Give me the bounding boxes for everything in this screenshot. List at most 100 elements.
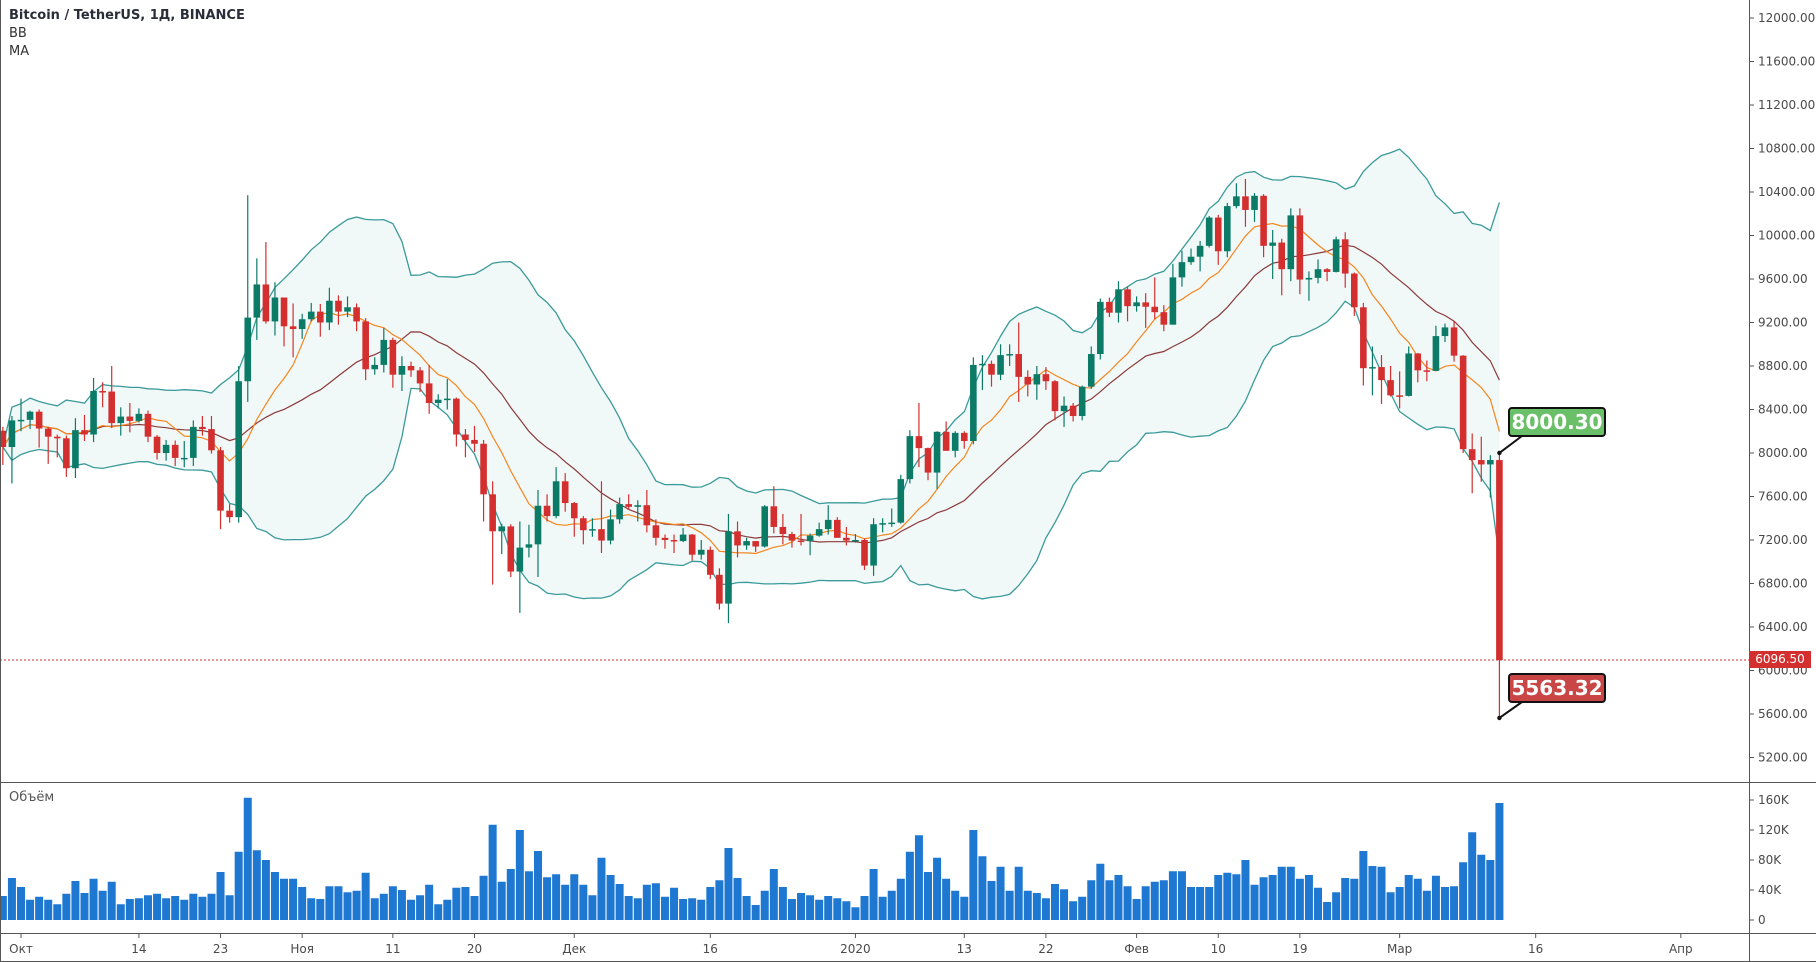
volume-bar — [1159, 880, 1168, 920]
volume-bar — [1413, 878, 1422, 920]
volume-bar — [1459, 862, 1468, 920]
volume-bar — [98, 890, 107, 920]
candle-body — [1405, 353, 1413, 396]
volume-bar — [1477, 854, 1486, 920]
price-tick-label: 8000.00 — [1758, 446, 1808, 460]
candle-body — [307, 311, 315, 320]
volume-bar — [996, 866, 1005, 920]
volume-bar — [1078, 896, 1087, 920]
candle-body — [153, 436, 161, 453]
volume-bar — [797, 893, 806, 920]
candle-body — [99, 391, 106, 393]
volume-bar — [806, 895, 815, 920]
time-tick-label: Апр — [1669, 942, 1693, 956]
candle-body — [344, 307, 351, 312]
volume-bar — [824, 896, 833, 920]
volume-bar — [1123, 886, 1132, 920]
volume-bar — [298, 887, 307, 920]
low-price-callout[interactable]: 5563.32 — [1508, 673, 1606, 703]
price-tick-label: 11200.00 — [1758, 98, 1815, 112]
volume-bar — [488, 824, 497, 920]
volume-bar — [942, 878, 951, 920]
volume-pane-title[interactable]: Объём — [9, 790, 55, 805]
candle-body — [1051, 381, 1059, 412]
candle-body — [190, 426, 197, 458]
candle-body — [471, 439, 478, 444]
candle-body — [17, 419, 25, 422]
candle-body — [35, 411, 43, 429]
volume-bar — [688, 898, 697, 920]
indicator-ma-label[interactable]: MA — [9, 44, 30, 59]
volume-bar — [1368, 866, 1377, 920]
volume-bar — [497, 881, 506, 920]
high-price-callout[interactable]: 8000.30 — [1508, 407, 1606, 437]
candle-body — [561, 481, 569, 504]
candle-body — [1341, 239, 1349, 274]
volume-tick-label: 0 — [1758, 913, 1766, 927]
candle-body — [933, 431, 941, 473]
volume-bar — [352, 890, 361, 920]
candle-body — [1496, 460, 1503, 661]
volume-bar — [1314, 887, 1323, 920]
time-tick-label: 10 — [1211, 942, 1226, 956]
candle-body — [217, 450, 224, 511]
candle-body — [1060, 405, 1068, 412]
time-tick-label: 22 — [1038, 942, 1053, 956]
candle-body — [643, 505, 651, 526]
candle-body — [480, 443, 487, 495]
candle-body — [997, 355, 1004, 375]
volume-bar — [1286, 866, 1295, 920]
candle-body — [108, 391, 115, 424]
volume-bar — [1359, 851, 1368, 920]
low-callout-pointer — [1498, 701, 1523, 719]
volume-bar — [325, 886, 334, 920]
candle-body — [298, 319, 306, 330]
volume-bar — [1114, 875, 1123, 920]
volume-bar — [1268, 875, 1277, 920]
volume-bar — [1377, 866, 1386, 920]
candle-body — [1097, 301, 1104, 355]
candle-body — [1015, 354, 1022, 377]
candle-body — [1387, 380, 1394, 396]
volume-bar — [924, 872, 932, 920]
candle-body — [942, 431, 950, 451]
volume-bar — [1277, 866, 1286, 920]
symbol-title[interactable]: Bitcoin / TetherUS, 1Д, BINANCE — [9, 8, 245, 23]
volume-bar — [1440, 887, 1449, 920]
volume-bar — [17, 887, 25, 920]
volume-bar — [207, 893, 216, 920]
volume-bar — [334, 886, 343, 920]
volume-bar — [552, 874, 561, 920]
volume-bar — [1332, 892, 1341, 920]
candle-body — [1178, 262, 1186, 278]
candle-body — [834, 519, 841, 538]
volume-bar — [171, 896, 180, 920]
volume-bar — [162, 898, 171, 920]
volume-bar — [189, 893, 198, 920]
volume-bar — [388, 886, 397, 920]
candle-body — [797, 540, 805, 543]
volume-bar — [1041, 898, 1050, 920]
volume-bar — [479, 875, 488, 920]
candle-body — [26, 411, 34, 420]
volume-bar — [887, 890, 896, 920]
volume-bar — [461, 887, 470, 920]
candle-body — [498, 526, 506, 532]
candle-body — [598, 529, 605, 541]
candle-body — [707, 549, 714, 575]
price-tick-label: 8400.00 — [1758, 403, 1808, 417]
candle-body — [135, 413, 143, 421]
volume-bar — [851, 907, 860, 920]
volume-bar — [252, 850, 261, 920]
time-tick-label: Дек — [562, 942, 586, 956]
volume-bar — [633, 898, 642, 920]
candle-body — [543, 505, 551, 517]
volume-bar — [524, 871, 533, 920]
indicator-bb-label[interactable]: BB — [9, 26, 27, 41]
volume-bar — [62, 893, 71, 920]
ma-fast-line — [2, 222, 1500, 555]
volume-bar — [379, 893, 388, 920]
volume-bar — [261, 860, 270, 920]
time-tick-label: 20 — [467, 942, 482, 956]
